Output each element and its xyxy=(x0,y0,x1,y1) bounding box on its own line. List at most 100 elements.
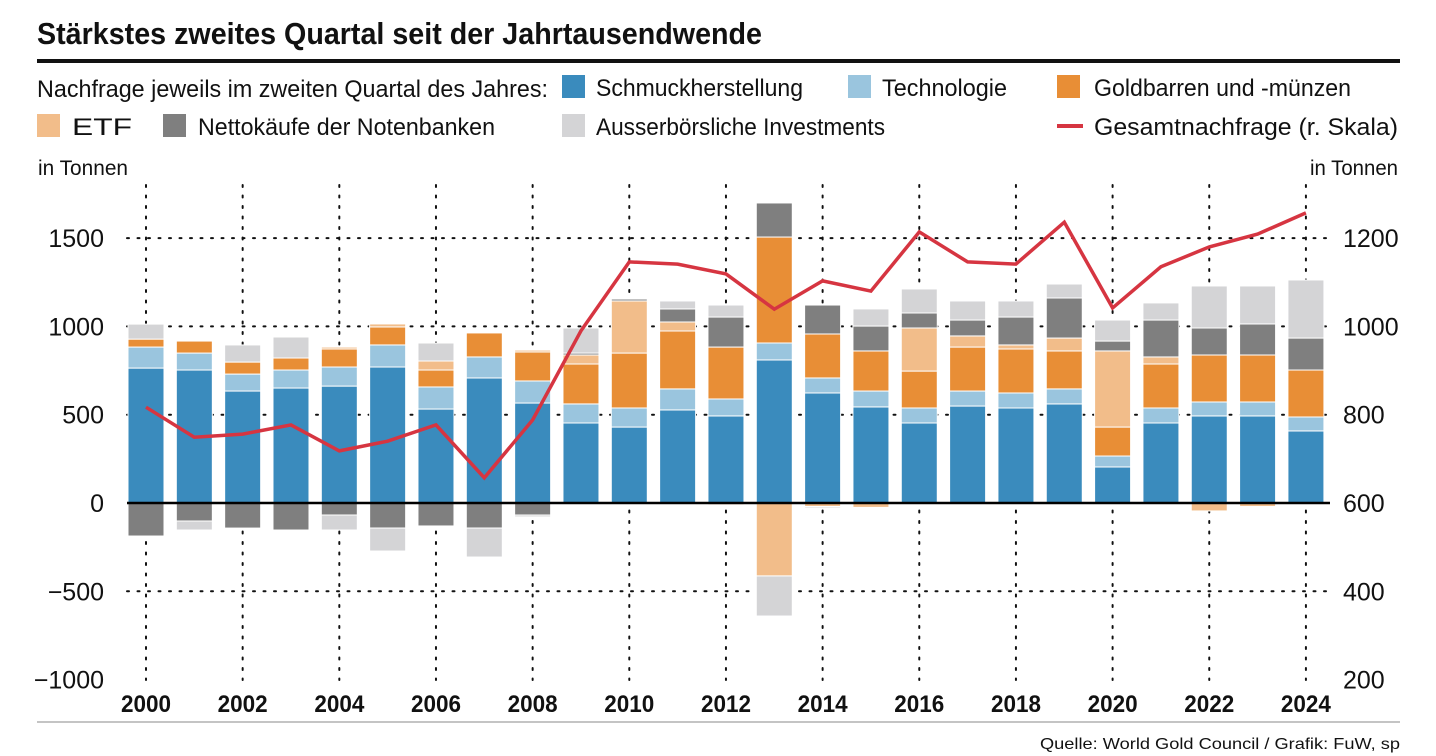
bar-segment-2024-4 xyxy=(1287,337,1325,371)
bar-segment-2022-0 xyxy=(1190,415,1228,504)
legend-label: Technologie xyxy=(882,75,1007,102)
legend-label: ETF xyxy=(72,114,132,141)
bar-segment-2003-4 xyxy=(272,502,310,531)
legend-swatch-2 xyxy=(1057,75,1080,98)
right-tick-label: 200 xyxy=(1343,667,1385,695)
bar-segment-2003-5 xyxy=(272,336,310,359)
bar-segment-2004-5 xyxy=(320,514,358,531)
bar-segment-2013-1 xyxy=(755,342,793,361)
bar-segment-2016-4 xyxy=(900,312,938,329)
bar-segment-2011-0 xyxy=(659,409,697,504)
bar-segment-2012-4 xyxy=(707,316,745,348)
bar-segment-2007-0 xyxy=(465,377,503,504)
bar-segment-2021-0 xyxy=(1142,422,1180,504)
bar-segment-2018-2 xyxy=(997,348,1035,394)
bar-segment-2019-0 xyxy=(1045,403,1083,504)
bar-segment-2015-4 xyxy=(852,325,890,352)
bar-segment-2018-1 xyxy=(997,392,1035,409)
x-tick-label: 2010 xyxy=(604,691,654,718)
bar-segment-2022-1 xyxy=(1190,401,1228,417)
bar-segment-2016-3 xyxy=(900,327,938,372)
bar-segment-2013-4 xyxy=(755,202,793,238)
bar-segment-2007-4 xyxy=(465,502,503,529)
bar-segment-2014-2 xyxy=(804,333,842,379)
bar-segment-2019-2 xyxy=(1045,350,1083,390)
legend-label: Gesamtnachfrage (r. Skala) xyxy=(1094,114,1398,141)
bar-segment-2002-5 xyxy=(224,344,262,363)
right-tick-label: 800 xyxy=(1343,402,1385,430)
bar-segment-2002-4 xyxy=(224,502,262,529)
bar-segment-2022-4 xyxy=(1190,327,1228,356)
legend-swatch-0 xyxy=(562,75,585,98)
bar-segment-2011-1 xyxy=(659,388,697,411)
bar-segment-2020-3 xyxy=(1094,350,1132,428)
bar-segment-2008-3 xyxy=(514,349,552,353)
bar-segment-2016-2 xyxy=(900,370,938,409)
bar-segment-2013-0 xyxy=(755,359,793,504)
bar-segment-2006-1 xyxy=(417,386,455,410)
legend-label: Schmuckherstellung xyxy=(596,75,803,102)
left-axis-unit: in Tonnen xyxy=(38,157,128,180)
bar-segment-2006-3 xyxy=(417,360,455,371)
bar-segment-2013-5 xyxy=(755,575,793,617)
bar-segment-2003-0 xyxy=(272,387,310,504)
bar-segment-2024-1 xyxy=(1287,416,1325,432)
bar-segment-2023-5 xyxy=(1239,285,1277,325)
bar-segment-2007-2 xyxy=(465,332,503,358)
bar-segment-2000-5 xyxy=(127,323,165,340)
bar-segment-2019-3 xyxy=(1045,337,1083,352)
bar-segment-2009-0 xyxy=(562,422,600,504)
bar-segment-2001-4 xyxy=(175,502,213,522)
bar-segment-2015-1 xyxy=(852,390,890,408)
bar-segment-2020-1 xyxy=(1094,455,1132,468)
chart-subtitle: Nachfrage jeweils im zweiten Quartal des… xyxy=(37,76,548,103)
bar-segment-2009-2 xyxy=(562,363,600,405)
bar-segment-2009-1 xyxy=(562,403,600,424)
bar-segment-2023-1 xyxy=(1239,401,1277,417)
bar-segment-2017-5 xyxy=(949,300,987,321)
bar-segment-2003-1 xyxy=(272,369,310,389)
bar-segment-2023-4 xyxy=(1239,323,1277,356)
legend-swatch-1 xyxy=(848,75,871,98)
bar-segment-2000-4 xyxy=(127,502,165,537)
bar-segment-2006-4 xyxy=(417,502,455,527)
left-tick-label: 1000 xyxy=(48,313,104,341)
bar-segment-2012-2 xyxy=(707,346,745,400)
bar-segment-2010-2 xyxy=(610,352,648,409)
bar-segment-2012-1 xyxy=(707,398,745,417)
bar-segment-2017-1 xyxy=(949,390,987,407)
chart-title: Stärkstes zweites Quartal seit der Jahrt… xyxy=(37,16,762,51)
x-tick-label: 2002 xyxy=(218,691,268,718)
bar-segment-2004-2 xyxy=(320,348,358,368)
title-rule xyxy=(37,59,1400,63)
right-tick-label: 400 xyxy=(1343,578,1385,606)
bar-segment-2017-4 xyxy=(949,319,987,337)
bar-segment-2022-2 xyxy=(1190,354,1228,403)
bar-segment-2011-2 xyxy=(659,330,697,390)
bar-segment-2017-0 xyxy=(949,405,987,504)
bar-segment-2019-4 xyxy=(1045,297,1083,339)
x-tick-label: 2024 xyxy=(1281,691,1332,718)
legend-swatch-5 xyxy=(562,114,585,137)
bar-segment-2017-3 xyxy=(949,335,987,348)
bar-segment-2011-5 xyxy=(659,300,697,310)
bar-segment-2021-2 xyxy=(1142,363,1180,409)
legend-swatch-4 xyxy=(163,114,186,137)
bar-segment-2023-0 xyxy=(1239,415,1277,504)
bar-segment-2008-2 xyxy=(514,351,552,382)
bar-segment-2022-5 xyxy=(1190,285,1228,329)
bar-segment-2014-5 xyxy=(804,506,842,509)
bar-segment-2001-2 xyxy=(175,340,213,354)
x-tick-label: 2016 xyxy=(894,691,944,718)
bar-segment-2016-0 xyxy=(900,422,938,504)
total-demand-line xyxy=(145,211,1307,481)
bar-segment-2010-3 xyxy=(610,300,648,354)
bar-segment-2005-1 xyxy=(369,344,407,368)
bar-segment-2021-5 xyxy=(1142,302,1180,321)
bar-segment-2006-2 xyxy=(417,369,455,388)
bar-segment-2020-4 xyxy=(1094,340,1132,352)
right-axis-unit: in Tonnen xyxy=(1310,157,1398,180)
left-tick-label: 500 xyxy=(62,402,104,430)
right-tick-label: 600 xyxy=(1343,490,1385,518)
